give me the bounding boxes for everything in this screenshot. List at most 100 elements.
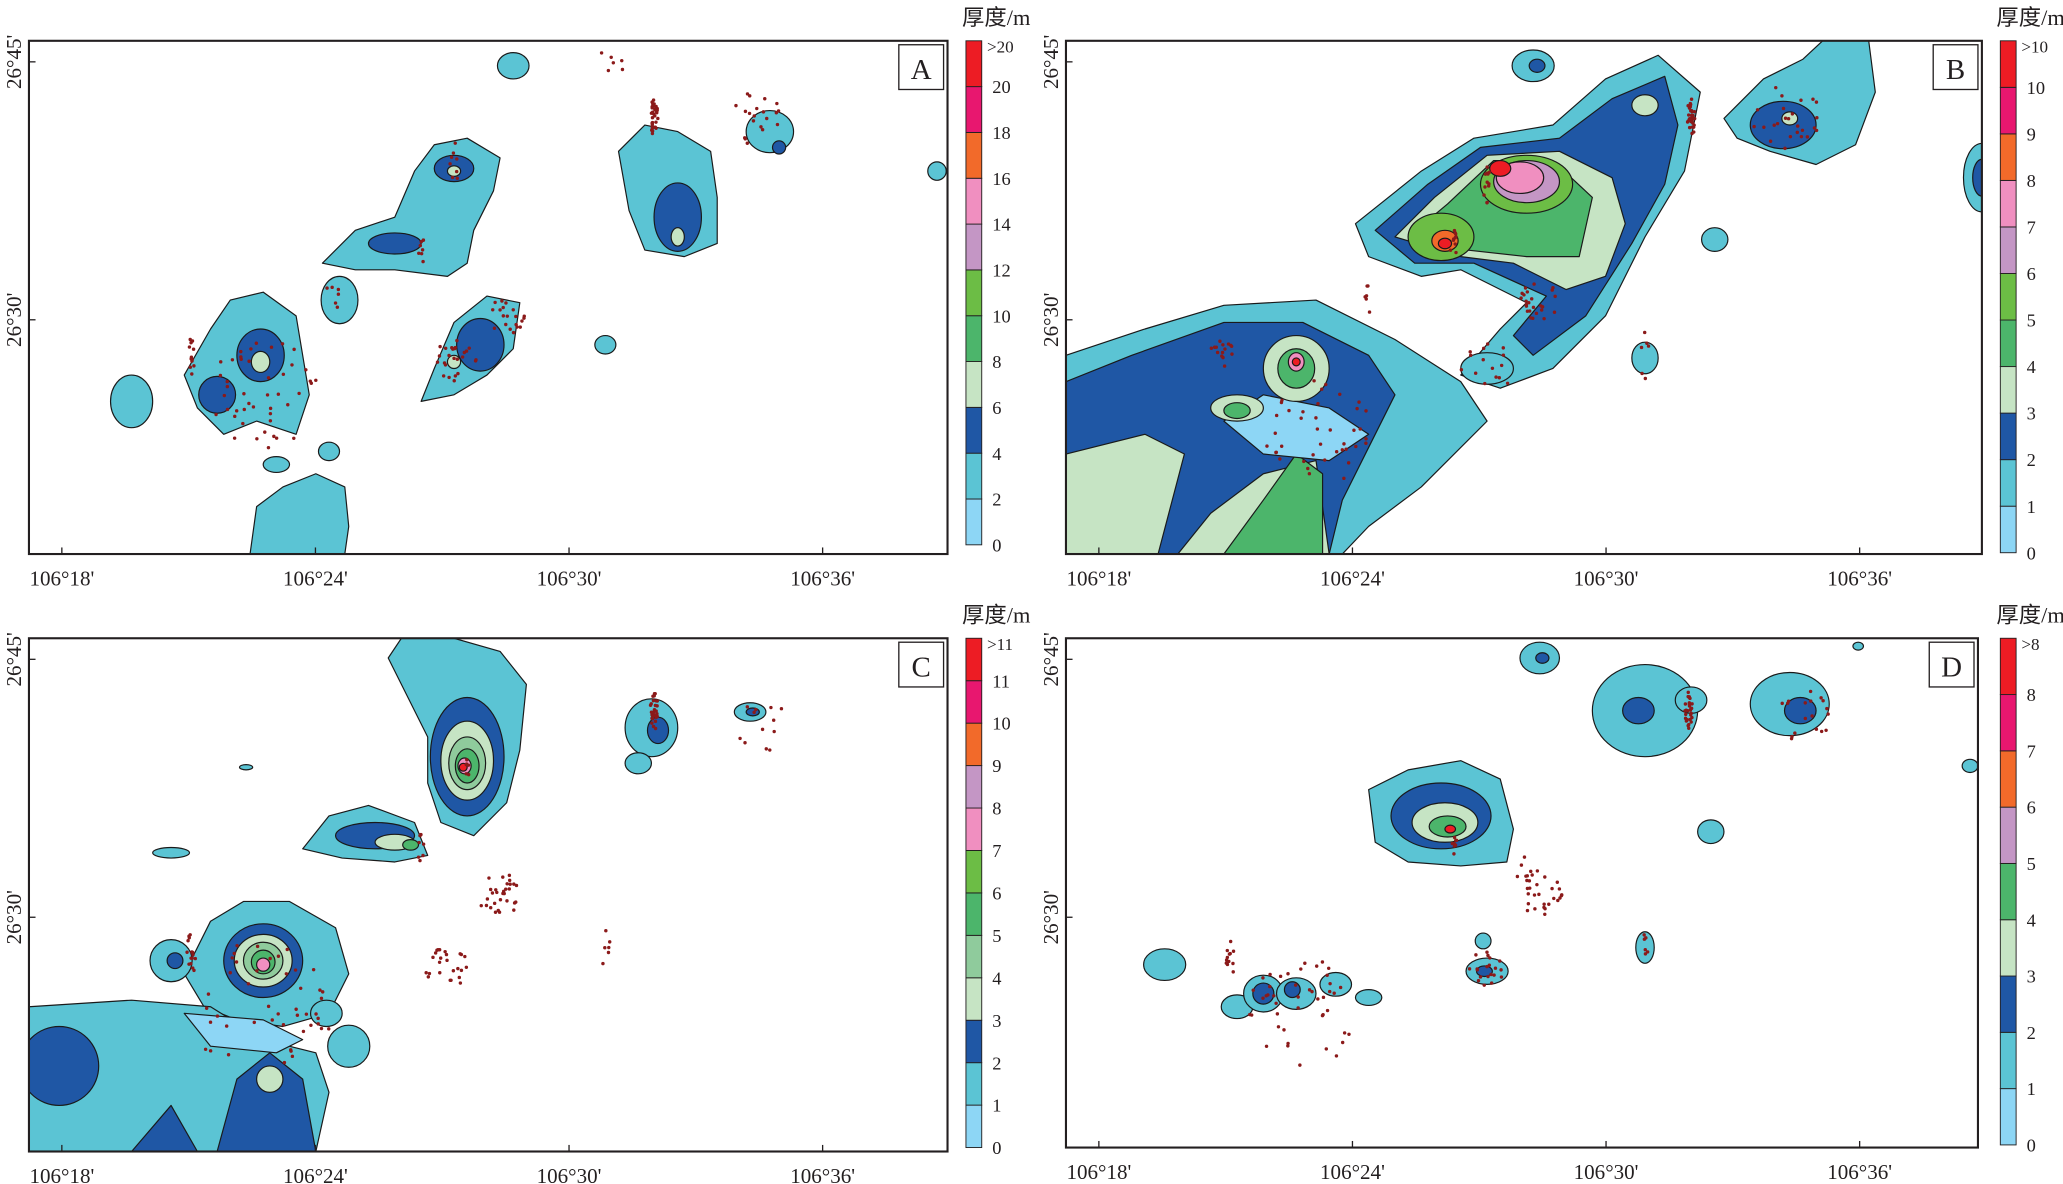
contour-map xyxy=(1065,638,1978,1148)
borehole-point xyxy=(754,707,758,712)
borehole-point xyxy=(1752,124,1756,129)
x-tick-label: 106°24' xyxy=(283,567,348,591)
borehole-point xyxy=(301,1029,306,1034)
borehole-point xyxy=(1811,97,1815,101)
borehole-point xyxy=(1220,350,1225,355)
borehole-point xyxy=(1689,113,1694,118)
borehole-point xyxy=(272,434,276,439)
borehole-point xyxy=(1220,354,1224,358)
borehole-point xyxy=(751,119,756,123)
borehole-point xyxy=(1540,305,1545,309)
borehole-point xyxy=(764,747,768,751)
borehole-point xyxy=(1275,1012,1280,1016)
borehole-point xyxy=(1762,125,1766,129)
x-tick-label: 106°30' xyxy=(1574,1160,1639,1184)
borehole-point xyxy=(1274,1001,1278,1006)
borehole-point xyxy=(650,122,655,127)
borehole-point xyxy=(752,710,756,715)
borehole-point xyxy=(743,137,747,141)
map-frame xyxy=(27,39,949,556)
borehole-point xyxy=(1814,100,1819,104)
borehole-point xyxy=(487,876,491,880)
legend-tick-label: 4 xyxy=(2027,357,2036,377)
thickness-zone-cyan xyxy=(927,161,947,181)
legend-swatch xyxy=(965,498,983,546)
thickness-zone-cyan xyxy=(1961,758,1978,774)
borehole-point xyxy=(464,772,468,776)
borehole-point xyxy=(215,1014,220,1018)
borehole-point xyxy=(653,125,658,129)
borehole-point xyxy=(1499,968,1503,972)
map-panel-c: C 106°18' 106°24' 106°30' 106°36' 26°45' 26°30… xyxy=(2,602,1031,1184)
legend-tick-label: 3 xyxy=(992,1011,1001,1031)
borehole-point xyxy=(293,968,298,972)
thickness-zone-cyan xyxy=(624,752,653,775)
borehole-point xyxy=(1340,1040,1345,1045)
borehole-point xyxy=(190,372,194,376)
borehole-point xyxy=(1522,855,1527,859)
borehole-point xyxy=(1320,960,1325,964)
borehole-point xyxy=(1643,952,1648,956)
thickness-zone-cyan xyxy=(1460,352,1514,385)
borehole-point xyxy=(1229,344,1234,348)
borehole-point xyxy=(1475,967,1479,971)
x-tick-label: 106°36' xyxy=(1827,567,1892,591)
borehole-point xyxy=(1543,875,1547,879)
borehole-point xyxy=(435,360,440,364)
borehole-point xyxy=(1306,466,1310,471)
borehole-point xyxy=(1542,316,1546,321)
borehole-point xyxy=(1231,970,1235,974)
borehole-point xyxy=(654,699,658,703)
borehole-point xyxy=(188,365,193,369)
thickness-zone-pale-green xyxy=(250,350,271,374)
borehole-point xyxy=(512,908,516,912)
borehole-point xyxy=(1812,126,1817,130)
borehole-point xyxy=(316,1016,320,1021)
borehole-point xyxy=(745,92,750,96)
borehole-point xyxy=(186,939,190,943)
borehole-point xyxy=(1486,184,1491,188)
borehole-point xyxy=(1453,242,1457,246)
borehole-point xyxy=(242,392,246,396)
borehole-point xyxy=(1783,116,1788,120)
panel-label: A xyxy=(911,54,932,86)
borehole-point xyxy=(1344,447,1348,451)
borehole-point xyxy=(450,345,454,350)
borehole-point xyxy=(1221,343,1225,347)
borehole-point xyxy=(508,882,512,886)
x-tick-label: 106°30' xyxy=(1574,567,1639,591)
borehole-point xyxy=(1261,976,1265,980)
borehole-point xyxy=(190,950,195,955)
borehole-point xyxy=(502,891,506,896)
legend-tick-label: 14 xyxy=(992,215,1010,235)
borehole-point xyxy=(1286,1041,1290,1046)
borehole-point xyxy=(268,406,273,411)
borehole-point xyxy=(222,393,227,398)
borehole-point xyxy=(336,287,341,292)
borehole-point xyxy=(187,345,192,349)
borehole-point xyxy=(609,55,613,60)
legend-swatch xyxy=(965,1019,983,1064)
x-tick-label: 106°36' xyxy=(790,567,855,591)
thickness-zone-dark-blue xyxy=(456,317,505,372)
borehole-point xyxy=(1224,961,1229,965)
borehole-point xyxy=(745,705,750,709)
legend-swatch xyxy=(1999,273,2017,321)
borehole-point xyxy=(1689,109,1694,113)
borehole-point xyxy=(1218,339,1222,343)
borehole-point xyxy=(311,967,316,972)
legend-swatch xyxy=(1999,179,2017,228)
borehole-point xyxy=(1485,342,1490,346)
borehole-point xyxy=(1689,97,1694,101)
x-tick-label: 106°24' xyxy=(283,1164,348,1184)
borehole-point xyxy=(281,372,286,377)
borehole-point xyxy=(1687,116,1692,121)
borehole-point xyxy=(649,702,653,706)
borehole-point xyxy=(1225,948,1230,953)
borehole-point xyxy=(653,691,657,696)
borehole-point xyxy=(1265,444,1269,448)
borehole-point xyxy=(1476,979,1481,983)
borehole-point xyxy=(459,968,464,973)
borehole-point xyxy=(1272,994,1276,998)
legend-tick-label: 5 xyxy=(2027,854,2036,874)
